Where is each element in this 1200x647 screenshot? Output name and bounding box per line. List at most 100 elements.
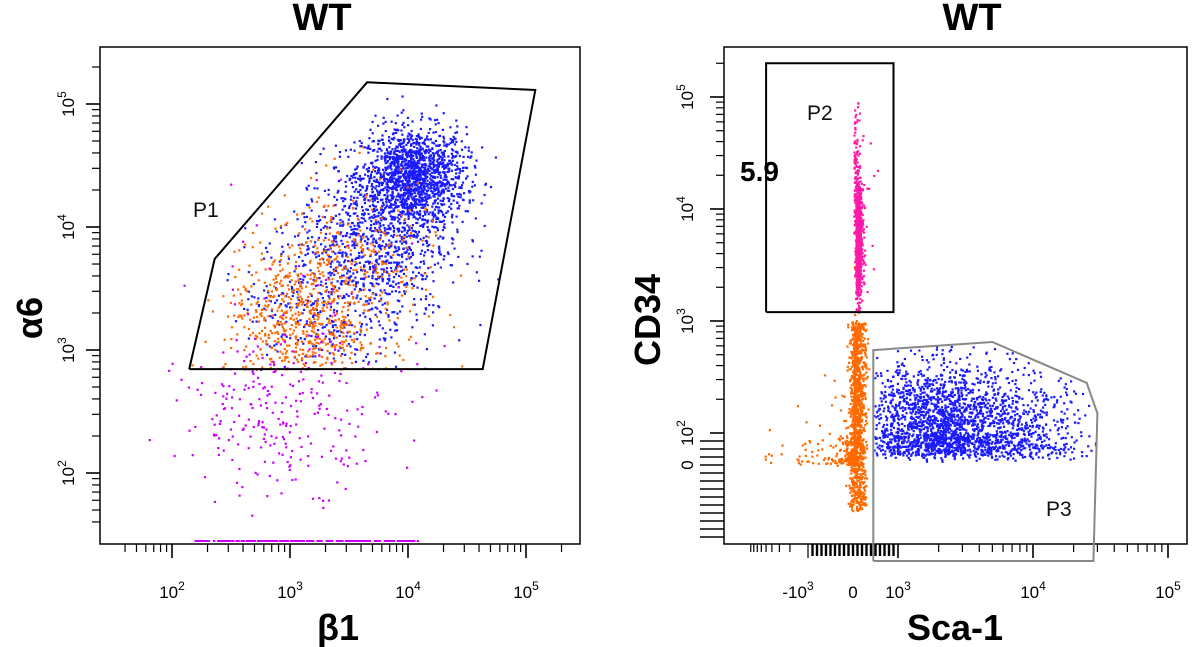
event-dot bbox=[300, 162, 303, 165]
event-dot bbox=[376, 200, 379, 204]
event-dot bbox=[914, 412, 917, 416]
event-dot bbox=[398, 150, 401, 154]
event-dot bbox=[427, 228, 430, 231]
event-dot bbox=[395, 161, 399, 164]
event-dot bbox=[241, 317, 244, 320]
event-dot bbox=[443, 215, 447, 218]
event-dot bbox=[331, 217, 334, 221]
event-dot bbox=[365, 303, 368, 306]
event-dot bbox=[911, 441, 914, 444]
event-dot bbox=[285, 350, 288, 353]
event-dot bbox=[284, 295, 287, 298]
event-dot bbox=[410, 134, 414, 137]
event-dot bbox=[440, 192, 443, 195]
event-dot bbox=[401, 142, 404, 145]
event-dot bbox=[428, 243, 431, 246]
event-dot bbox=[389, 165, 392, 168]
event-dot bbox=[296, 415, 299, 418]
event-dot bbox=[997, 375, 1000, 378]
event-dot bbox=[434, 231, 437, 234]
event-dot bbox=[379, 299, 383, 302]
event-dot bbox=[393, 128, 396, 131]
event-dot bbox=[417, 133, 420, 136]
event-dot bbox=[429, 177, 432, 180]
event-dot bbox=[383, 339, 386, 342]
event-dot bbox=[274, 275, 277, 278]
event-dot bbox=[1073, 413, 1076, 416]
event-dot bbox=[313, 347, 317, 350]
event-dot bbox=[256, 300, 259, 303]
event-dot bbox=[374, 253, 377, 256]
event-dot bbox=[305, 215, 308, 218]
event-dot bbox=[480, 249, 483, 252]
event-dot bbox=[886, 423, 889, 426]
event-dot bbox=[310, 540, 313, 542]
event-dot bbox=[272, 278, 275, 281]
event-dot bbox=[340, 340, 343, 343]
event-dot bbox=[384, 270, 387, 273]
event-dot bbox=[380, 157, 383, 160]
event-dot bbox=[413, 165, 416, 168]
event-dot bbox=[372, 266, 375, 269]
event-dot bbox=[340, 231, 343, 234]
event-dot bbox=[244, 384, 247, 387]
event-dot bbox=[316, 284, 319, 287]
event-dot bbox=[354, 309, 357, 312]
event-dot bbox=[280, 293, 283, 296]
event-dot bbox=[238, 398, 241, 401]
event-dot bbox=[453, 137, 456, 140]
event-dot bbox=[310, 176, 313, 180]
event-dot bbox=[322, 248, 326, 251]
event-dot bbox=[404, 290, 407, 293]
event-dot bbox=[332, 357, 335, 360]
event-dot bbox=[389, 284, 392, 287]
event-dot bbox=[272, 360, 275, 363]
event-dot bbox=[467, 155, 470, 158]
event-dot bbox=[456, 228, 459, 231]
event-dot bbox=[306, 248, 309, 251]
event-dot bbox=[375, 208, 379, 211]
event-dot bbox=[282, 317, 285, 320]
event-dot bbox=[421, 396, 424, 399]
event-dot bbox=[348, 205, 351, 208]
event-dot bbox=[438, 181, 441, 184]
event-dot bbox=[374, 306, 377, 309]
event-dot bbox=[368, 181, 371, 184]
event-dot bbox=[360, 413, 363, 416]
event-dot bbox=[418, 193, 421, 196]
event-dot bbox=[453, 247, 456, 250]
event-dot bbox=[311, 351, 314, 354]
event-dot bbox=[933, 388, 936, 391]
event-dot bbox=[402, 272, 405, 275]
event-dot bbox=[410, 171, 413, 174]
event-dot bbox=[322, 341, 325, 344]
event-dot bbox=[442, 191, 445, 194]
event-dot bbox=[420, 186, 423, 189]
left-y-tick-label: 103 bbox=[55, 337, 78, 363]
event-dot bbox=[353, 325, 356, 328]
event-dot bbox=[323, 189, 326, 192]
event-dot bbox=[426, 221, 429, 224]
event-dot bbox=[318, 277, 321, 280]
event-dot bbox=[334, 257, 337, 261]
event-dot bbox=[448, 198, 451, 201]
event-dot bbox=[393, 184, 396, 187]
event-dot bbox=[364, 220, 367, 223]
event-dot bbox=[387, 315, 390, 318]
event-dot bbox=[351, 199, 355, 202]
event-dot bbox=[442, 178, 445, 181]
event-dot bbox=[409, 162, 412, 165]
event-dot bbox=[240, 540, 243, 542]
event-dot bbox=[245, 345, 248, 348]
event-dot bbox=[227, 273, 230, 276]
event-dot bbox=[342, 341, 346, 344]
event-dot bbox=[397, 227, 400, 230]
event-dot bbox=[327, 499, 330, 502]
event-dot bbox=[348, 236, 351, 239]
event-dot bbox=[395, 267, 398, 270]
event-dot bbox=[979, 420, 982, 423]
event-dot bbox=[384, 162, 387, 165]
event-dot bbox=[412, 178, 415, 181]
event-dot bbox=[400, 236, 403, 239]
event-dot bbox=[316, 299, 319, 302]
